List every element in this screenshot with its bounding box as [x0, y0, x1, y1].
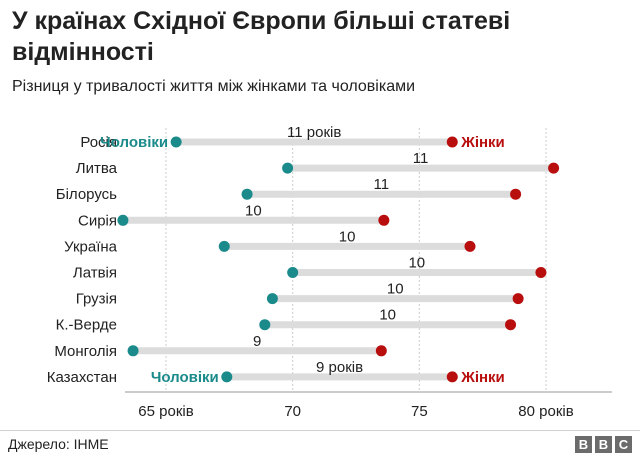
men-dot [127, 345, 139, 357]
bbc-logo: B B C [575, 436, 632, 453]
x-tick-label: 65 років [138, 403, 193, 420]
women-series-label: Жінки [460, 134, 505, 151]
country-label: Україна [64, 238, 118, 255]
difference-label: 9 років [316, 359, 363, 376]
country-label: Сирія [78, 212, 117, 229]
country-label: Грузія [76, 291, 117, 308]
country-label: Казахстан [47, 369, 117, 386]
women-series-label: Жінки [460, 369, 505, 386]
x-tick-label: 75 [411, 403, 428, 420]
bbc-logo-letter: C [615, 436, 632, 453]
difference-label: 10 [339, 228, 356, 245]
x-tick-label: 80 років [518, 403, 573, 420]
men-dot [287, 267, 299, 278]
men-dot [221, 371, 233, 383]
women-dot [378, 214, 390, 226]
women-dot [446, 371, 458, 383]
men-dot [266, 293, 278, 305]
footer-divider [0, 430, 640, 431]
men-dot [241, 188, 253, 200]
men-dot [218, 240, 230, 252]
difference-label: 11 [374, 176, 390, 193]
women-dot [548, 162, 560, 174]
difference-label: 11 років [287, 124, 341, 141]
men-series-label: Чоловіки [100, 134, 168, 151]
source-note: Джерело: IHME [8, 436, 109, 452]
x-tick-label: 70 [284, 403, 301, 420]
men-series-label: Чоловіки [151, 369, 219, 386]
difference-label: 10 [408, 255, 425, 272]
men-dot [259, 319, 271, 331]
country-label: Білорусь [56, 186, 117, 203]
difference-label: 10 [379, 307, 396, 324]
men-dot [282, 162, 294, 174]
women-dot [464, 240, 476, 252]
country-label: Латвія [73, 265, 117, 282]
difference-label: 10 [245, 202, 262, 219]
bbc-logo-letter: B [595, 436, 612, 453]
difference-label: 10 [387, 281, 404, 298]
dumbbell-chart: 65 років 70 75 80 років Росія 11 років Чоловік… [47, 124, 612, 420]
country-label: Литва [76, 160, 118, 177]
women-dot [505, 319, 517, 331]
chart-subtitle: Різниця у тривалості життя між жінками т… [12, 78, 416, 95]
chart-title: У країнах Східної Європи більші статеві … [12, 7, 511, 66]
women-dot [535, 267, 547, 278]
women-dot [375, 345, 387, 357]
country-label: Росія [80, 134, 117, 151]
difference-label: 11 [413, 150, 429, 167]
country-label: К.-Верде [56, 317, 117, 334]
men-dot [170, 136, 182, 148]
country-label: Монголія [54, 343, 117, 360]
men-dot [117, 214, 129, 226]
women-dot [510, 188, 522, 200]
bbc-logo-letter: B [575, 436, 592, 453]
difference-label: 9 [253, 333, 261, 350]
women-dot [512, 293, 524, 305]
women-dot [446, 136, 458, 148]
